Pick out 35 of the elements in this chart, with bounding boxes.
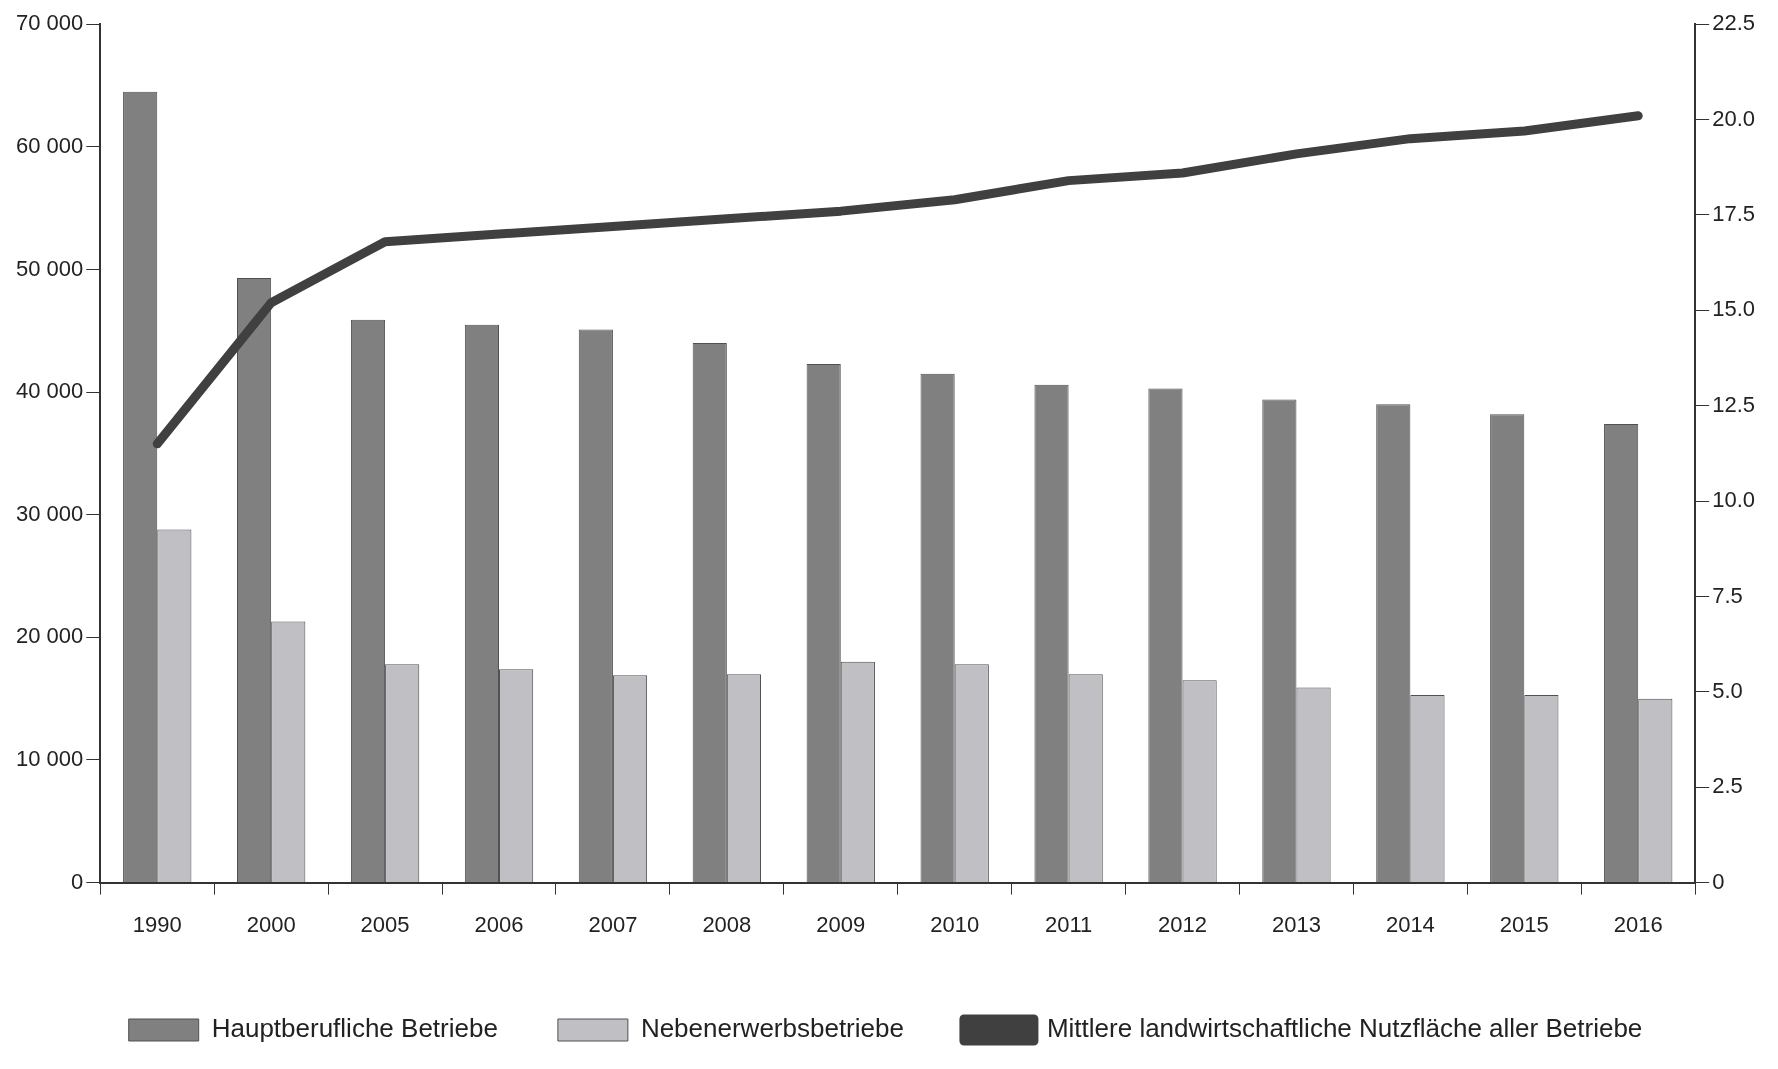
y-tick-label: 60 000 [15, 132, 84, 158]
y-tick-label: 40 000 [15, 378, 84, 404]
legend-label: Nebenerwerbsbetriebe [640, 1013, 904, 1044]
x-tick-label: 2000 [246, 911, 296, 937]
y2-tick-label: 7.5 [1712, 582, 1743, 608]
x-tick-label: 2007 [588, 911, 638, 937]
y2-tick-label: 20.0 [1712, 105, 1756, 131]
y2-tick-label: 10.0 [1712, 487, 1756, 513]
y-tick-label: 10 000 [15, 746, 84, 772]
y2-tick-label: 2.5 [1712, 773, 1743, 799]
x-tick-label: 2012 [1158, 911, 1208, 937]
x-tick-label: 2016 [1613, 911, 1663, 937]
y2-tick-label: 0 [1712, 868, 1725, 894]
y-tick-label: 0 [71, 868, 84, 894]
x-tick-label: 2013 [1271, 911, 1321, 937]
y2-tick-label: 5.0 [1712, 677, 1743, 703]
x-tick-label: 2015 [1499, 911, 1549, 937]
y-tick-label: 50 000 [15, 255, 84, 281]
legend-label: Mittlere landwirtschaftliche Nutzfläche aller Betriebe [1046, 1013, 1643, 1044]
y2-tick-label: 12.5 [1712, 391, 1756, 417]
x-tick-label: 2009 [816, 911, 866, 937]
x-tick-label: 2014 [1385, 911, 1435, 937]
y2-tick-label: 22.5 [1712, 10, 1756, 36]
y-tick-label: 20 000 [15, 623, 84, 649]
x-tick-label: 2008 [702, 911, 752, 937]
x-tick-label: 2005 [360, 911, 410, 937]
y2-tick-label: 17.5 [1712, 201, 1756, 227]
y-tick-label: 70 000 [15, 10, 84, 36]
x-tick-label: 2011 [1044, 911, 1093, 937]
x-tick-label: 2006 [474, 911, 524, 937]
x-tick-label: 2010 [930, 911, 980, 937]
x-tick-label: 1990 [132, 911, 182, 937]
legend-label: Hauptberufliche Betriebe [211, 1013, 498, 1044]
y2-tick-label: 15.0 [1712, 296, 1756, 322]
y-tick-label: 30 000 [15, 500, 84, 526]
